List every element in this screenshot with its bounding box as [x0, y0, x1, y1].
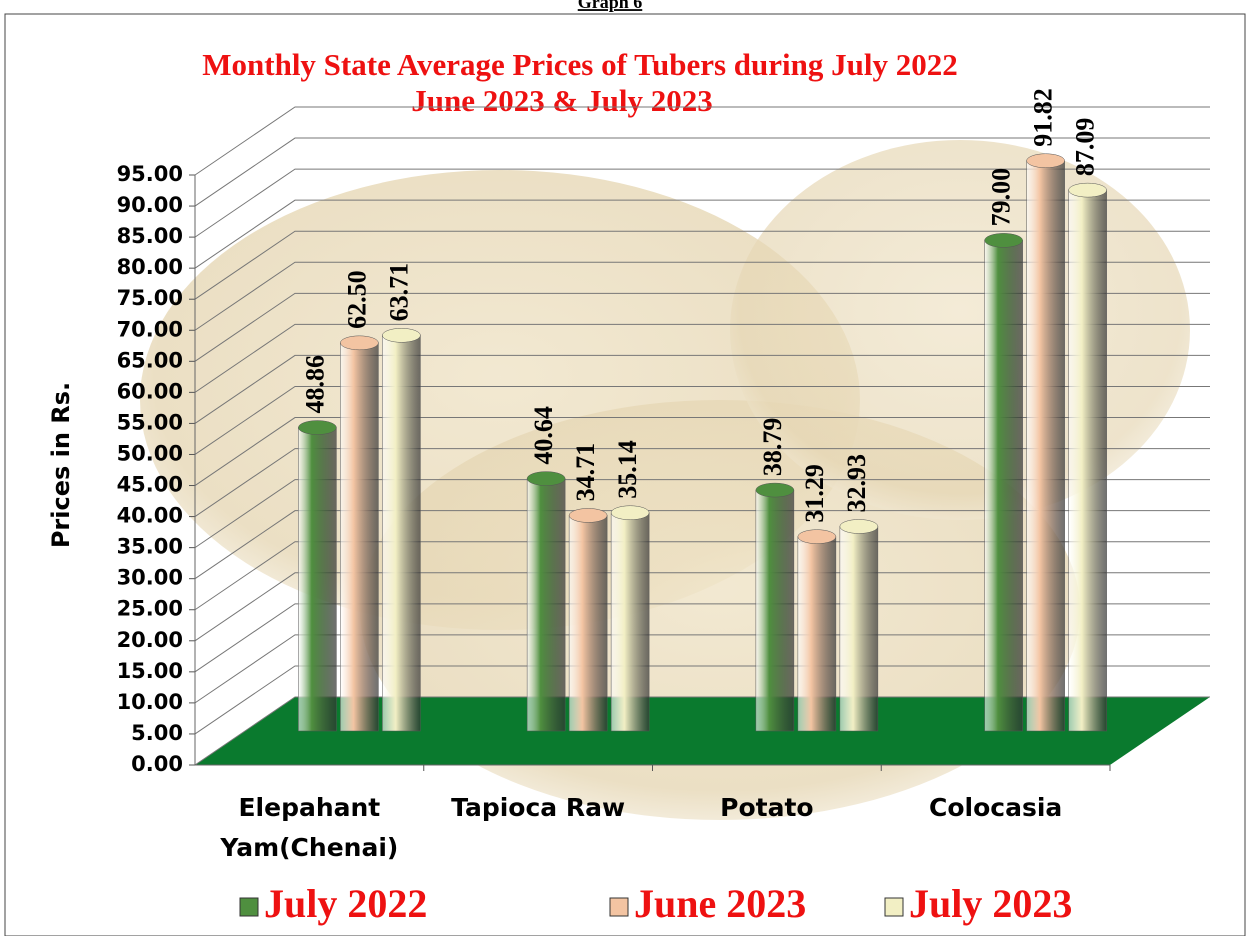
grid-line [194, 448, 1210, 517]
legend-label: June 2023 [634, 881, 806, 926]
chart-title: Monthly State Average Prices of Tubers d… [202, 47, 957, 82]
bar-top [526, 471, 566, 486]
grid-line [194, 696, 1210, 766]
grid-line [194, 323, 1210, 393]
bar [1068, 189, 1107, 732]
bar-top [797, 529, 837, 544]
x-tick-label: Colocasia [928, 793, 1063, 822]
data-label: 40.64 [529, 406, 558, 465]
data-label: 91.82 [1029, 88, 1058, 147]
data-label: 79.00 [987, 168, 1016, 227]
legend-label: July 2023 [909, 881, 1072, 926]
bar-top [755, 482, 795, 498]
grid-line [194, 385, 1210, 455]
data-label: 35.14 [613, 440, 642, 499]
data-label: 62.50 [342, 270, 371, 329]
bar [755, 489, 795, 732]
y-tick-label: 0.00 [131, 752, 183, 776]
bar-top [568, 508, 608, 523]
y-tick-label: 50.00 [117, 441, 183, 465]
y-tick-label: 95.00 [117, 162, 183, 186]
grid-line [194, 541, 1210, 611]
y-tick-label: 80.00 [117, 255, 183, 279]
bar [382, 335, 421, 732]
grid-line [194, 417, 1210, 486]
data-label: 48.86 [300, 355, 329, 414]
bar [340, 342, 379, 732]
bar-top [1068, 182, 1107, 198]
bar [1026, 160, 1065, 732]
x-tick-label: Tapioca Raw [451, 793, 626, 822]
bar-top [340, 335, 379, 351]
x-tick-label: Elepahant Yam(Chenai) [220, 793, 399, 862]
bar-top [610, 505, 650, 521]
y-tick-label: 85.00 [117, 224, 183, 248]
y-tick-label: 5.00 [131, 721, 183, 745]
grid-line [194, 137, 1210, 207]
legend-swatch [884, 897, 904, 917]
grid-line [194, 292, 1210, 362]
grid-line [194, 510, 1210, 580]
grid-line [194, 665, 1210, 735]
grid-line [194, 168, 1210, 238]
y-tick-label: 45.00 [117, 473, 183, 497]
data-label: 63.71 [384, 263, 413, 322]
legend-swatch [239, 897, 259, 917]
legend-swatch [609, 897, 629, 917]
grid-line [194, 199, 1210, 269]
bar-top [298, 420, 337, 435]
grid-line [194, 106, 1210, 176]
y-tick-label: 25.00 [117, 597, 183, 621]
grid-line [194, 479, 1210, 549]
y-tick-label: 35.00 [117, 535, 183, 559]
grid-line [194, 603, 1210, 673]
y-tick-label: 40.00 [117, 504, 183, 528]
background-potato [730, 140, 1190, 520]
y-tick-label: 30.00 [117, 566, 183, 590]
y-tick-label: 90.00 [117, 193, 183, 217]
grid-line [194, 261, 1210, 331]
bar [839, 526, 879, 732]
bar [984, 240, 1023, 732]
bar [568, 515, 608, 732]
bar-top [382, 328, 421, 343]
bar-top [839, 519, 879, 534]
y-tick-label: 15.00 [117, 659, 183, 683]
y-axis-title: Prices in Rs. [47, 382, 75, 548]
y-tick-label: 55.00 [117, 410, 183, 434]
bar [298, 427, 337, 732]
y-tick-label: 70.00 [117, 317, 183, 341]
legend-label: July 2022 [264, 881, 427, 926]
caption: Graph 6 [578, 0, 643, 12]
bar-top [984, 233, 1023, 248]
floor [195, 697, 1210, 765]
data-label: 38.79 [758, 418, 787, 477]
grid-line [194, 634, 1210, 704]
y-tick-label: 60.00 [117, 379, 183, 403]
chart-title: June 2023 & July 2023 [411, 83, 712, 118]
grid-line [194, 354, 1210, 424]
y-tick-label: 10.00 [117, 690, 183, 714]
y-tick-label: 75.00 [117, 286, 183, 310]
data-label: 87.09 [1071, 118, 1100, 177]
grid-line [194, 230, 1210, 300]
y-tick-label: 20.00 [117, 628, 183, 652]
data-label: 31.29 [800, 464, 829, 523]
data-label: 32.93 [842, 454, 871, 513]
bar-top [1026, 153, 1065, 168]
data-label: 34.71 [571, 443, 600, 502]
grid-line [194, 572, 1210, 642]
bar [797, 536, 837, 732]
y-tick-label: 65.00 [117, 348, 183, 372]
x-tick-label: Potato [720, 793, 814, 822]
bar [526, 478, 566, 732]
bar [610, 512, 650, 732]
